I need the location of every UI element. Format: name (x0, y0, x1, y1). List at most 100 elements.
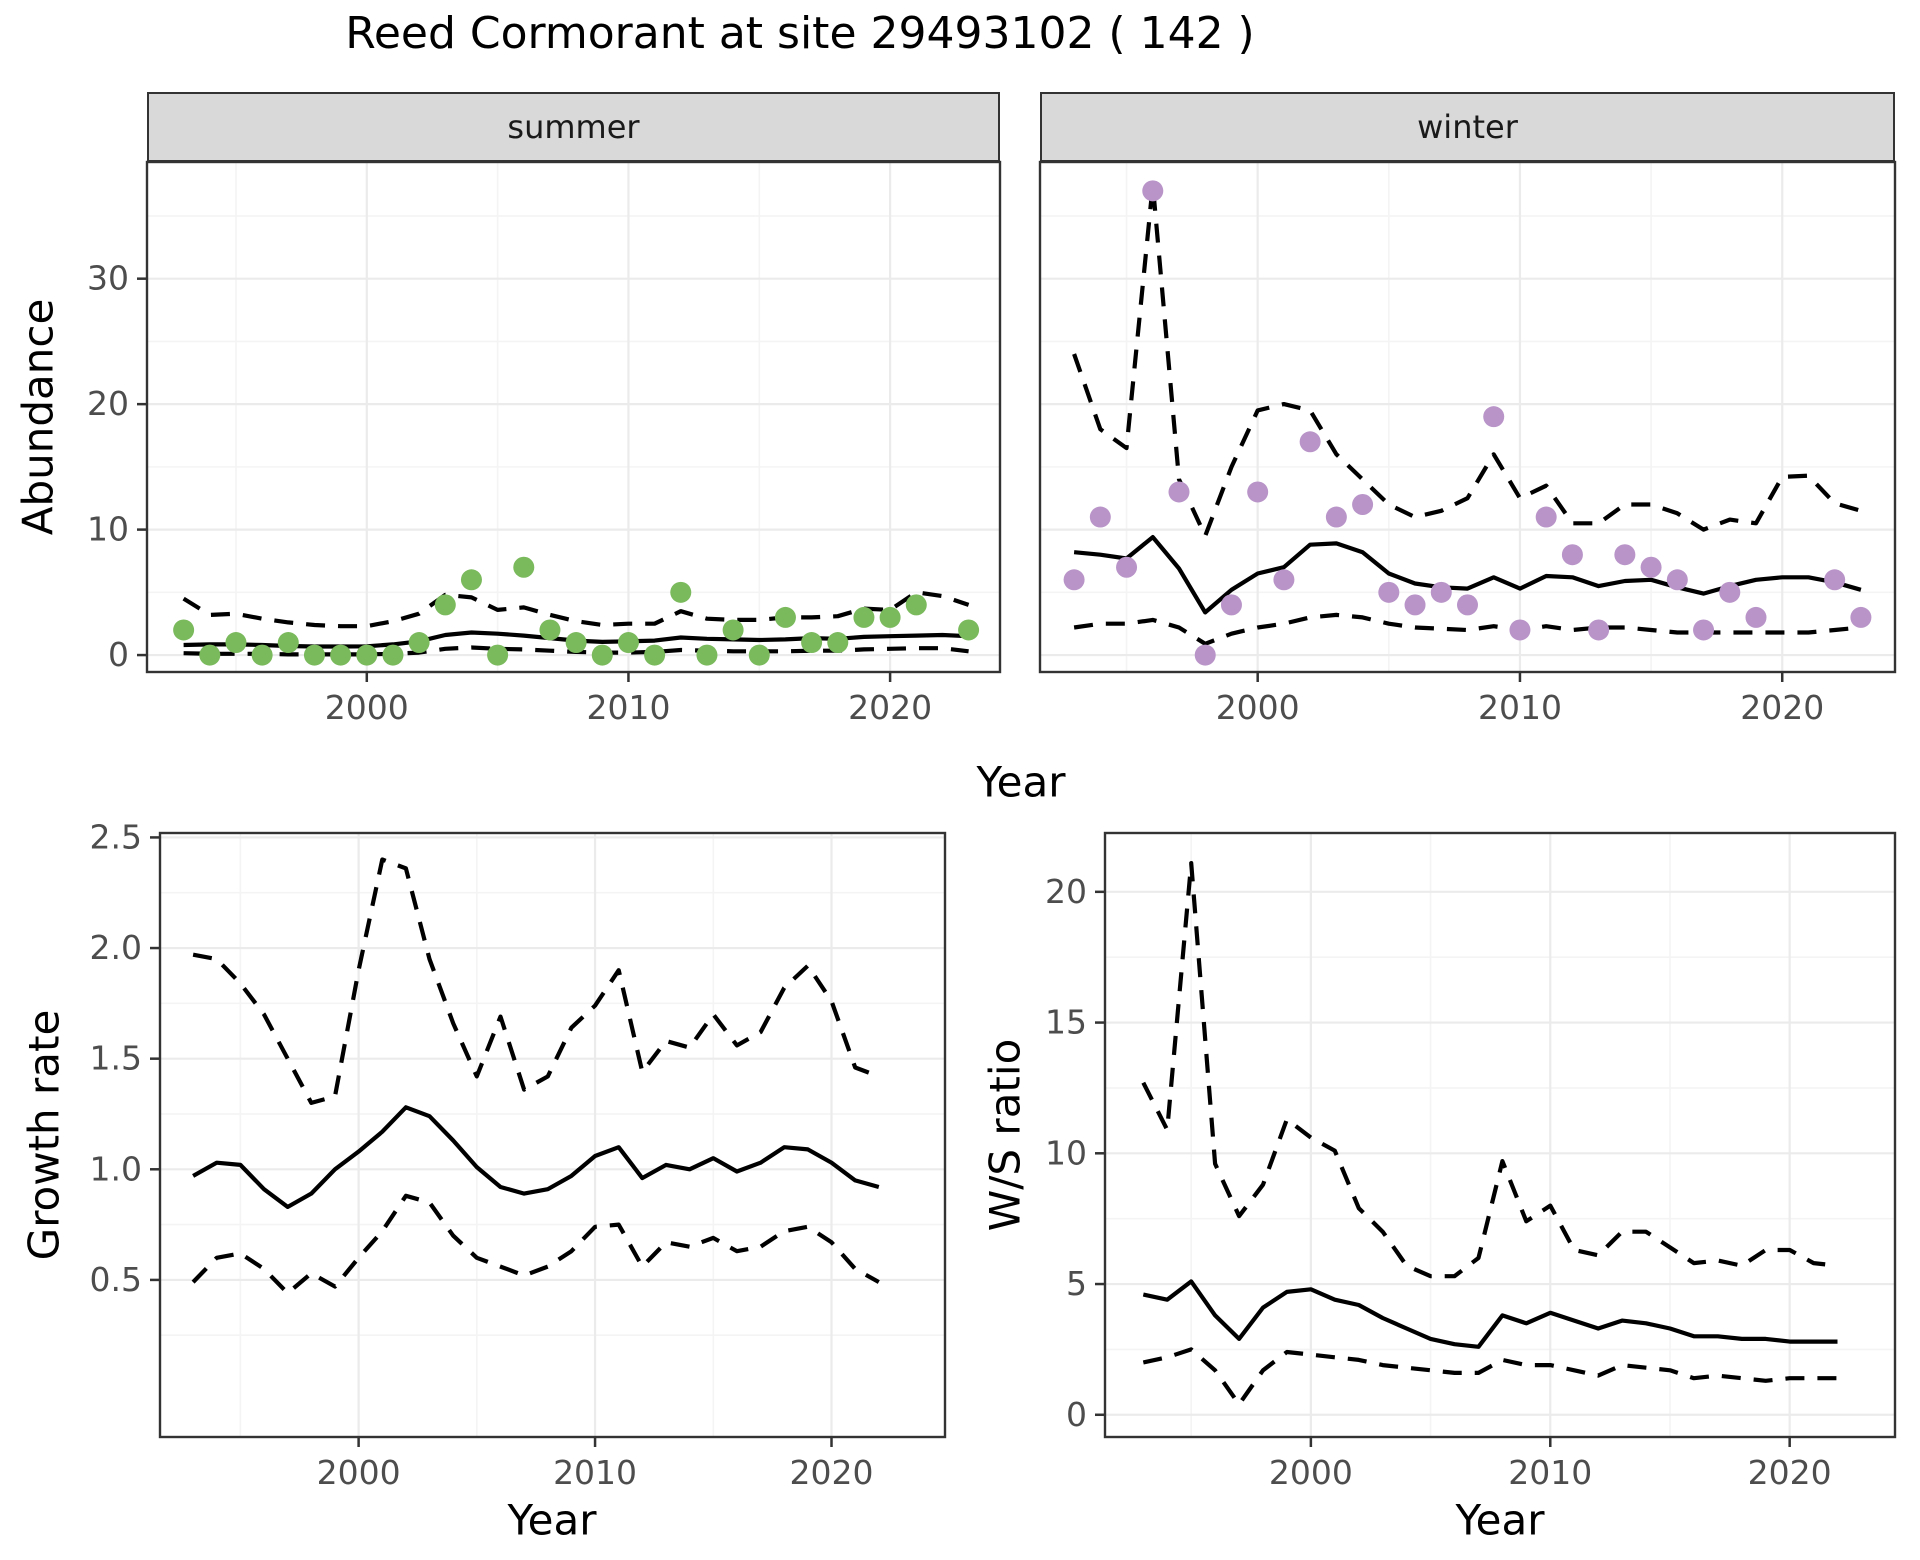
data-point-winter (1220, 594, 1242, 616)
data-point-winter (1404, 594, 1426, 616)
data-point-winter (1483, 406, 1505, 428)
data-point-summer (303, 644, 325, 666)
data-point-summer (225, 632, 247, 654)
data-point-winter (1194, 644, 1216, 666)
data-point-summer (277, 632, 299, 654)
data-point-summer (801, 632, 823, 654)
panel-background (160, 833, 945, 1437)
data-point-winter (1325, 506, 1347, 528)
data-point-winter (1273, 569, 1295, 591)
y-tick-label: 5 (1066, 1264, 1087, 1303)
data-point-summer (696, 644, 718, 666)
series-line-ci-upper (1141, 861, 1838, 1279)
x-tick-label: 2000 (317, 1453, 401, 1492)
series-line-ci-lower (1073, 612, 1862, 646)
y-tick-label: 20 (87, 384, 129, 423)
x-tick-label: 2010 (1478, 688, 1562, 727)
data-point-summer (330, 644, 352, 666)
data-point-summer (356, 644, 378, 666)
x-tick-label: 2020 (848, 688, 932, 727)
y-axis-title-growth-rate: Growth rate (19, 1009, 69, 1261)
y-tick-label: 10 (1045, 1133, 1087, 1172)
panel-ws: 2000 2010 2020 0 5 10 15 20 (1045, 831, 1897, 1492)
series-line-ci-lower (191, 1193, 880, 1296)
x-tick-label: 2020 (1748, 1453, 1832, 1492)
panel-growth: 2000 2010 2020 0.5 1.0 1.5 2.0 2.5 (90, 817, 947, 1492)
data-point-summer (460, 569, 482, 591)
y-tick-label: 0 (1066, 1395, 1087, 1434)
x-tick-label: 2000 (1216, 688, 1300, 727)
y-tick-label: 15 (1045, 1003, 1087, 1042)
data-point-summer (382, 644, 404, 666)
x-tick-label: 2020 (1740, 688, 1824, 727)
x-tick-label: 2020 (790, 1453, 874, 1492)
data-point-summer (539, 619, 561, 641)
y-tick-label: 2.5 (90, 817, 142, 856)
y-tick-label: 30 (87, 259, 129, 298)
y-axis-title-ws-ratio: W/S ratio (980, 1038, 1030, 1232)
series-line-fit (1142, 1279, 1838, 1349)
series-line-fit (192, 1105, 880, 1209)
panel-background (147, 162, 1000, 672)
data-point-summer (251, 644, 273, 666)
data-point-summer (879, 606, 901, 628)
x-axis-title-year-top: Year (976, 757, 1066, 807)
data-point-winter (1063, 569, 1085, 591)
panel-border (158, 831, 947, 1439)
x-tick-label: 2000 (1269, 1453, 1353, 1492)
data-point-summer (434, 594, 456, 616)
data-point-summer (853, 606, 875, 628)
data-point-winter (1378, 581, 1400, 603)
chart-title: Reed Cormorant at site 29493102 ( 142 ) (345, 8, 1255, 59)
data-point-winter (1745, 606, 1767, 628)
data-point-winter (1535, 506, 1557, 528)
panel-background (1105, 833, 1895, 1437)
data-point-winter (1850, 606, 1872, 628)
x-axis-title-year-growth: Year (507, 1495, 597, 1545)
data-point-winter (1430, 581, 1452, 603)
y-tick-label: 10 (87, 510, 129, 549)
facet-strip-winter-label: winter (1417, 108, 1518, 146)
facet-strip-summer: summer (147, 92, 1000, 162)
x-tick-label: 2010 (586, 688, 670, 727)
data-point-summer (905, 594, 927, 616)
y-tick-label: 1.5 (90, 1039, 142, 1078)
facet-strip-winter: winter (1040, 92, 1895, 162)
x-tick-label: 2000 (325, 688, 409, 727)
data-point-summer (670, 581, 692, 603)
data-point-summer (748, 644, 770, 666)
data-point-winter (1614, 544, 1636, 566)
series-line-ci-lower (1142, 1347, 1838, 1407)
data-point-winter (1142, 180, 1164, 202)
data-point-summer (565, 632, 587, 654)
data-point-winter (1719, 581, 1741, 603)
data-point-summer (644, 644, 666, 666)
series-line-ci-upper (1072, 182, 1862, 538)
data-point-winter (1457, 594, 1478, 616)
data-point-winter (1824, 569, 1846, 591)
data-point-winter (1168, 481, 1190, 503)
y-tick-label: 1.0 (90, 1149, 142, 1188)
data-point-summer (173, 619, 195, 641)
panel-border (145, 160, 1002, 674)
data-point-winter (1640, 556, 1662, 578)
data-point-summer (487, 644, 509, 666)
y-tick-label: 0 (108, 635, 129, 674)
data-point-winter (1693, 619, 1715, 641)
series-line-ci-upper (182, 590, 970, 629)
data-point-summer (774, 606, 796, 628)
y-axis-title-abundance: Abundance (13, 298, 63, 536)
facet-strip-summer-label: summer (507, 108, 640, 146)
data-point-winter (1089, 506, 1111, 528)
panel-summer: 2000 2010 2020 0 10 20 30 (87, 160, 1002, 727)
data-point-winter (1509, 619, 1531, 641)
data-point-summer (199, 644, 221, 666)
data-point-winter (1352, 494, 1374, 516)
data-point-summer (722, 619, 744, 641)
data-point-winter (1299, 431, 1321, 453)
data-point-winter (1666, 569, 1688, 591)
y-tick-label: 0.5 (90, 1260, 142, 1299)
data-point-summer (513, 556, 535, 578)
